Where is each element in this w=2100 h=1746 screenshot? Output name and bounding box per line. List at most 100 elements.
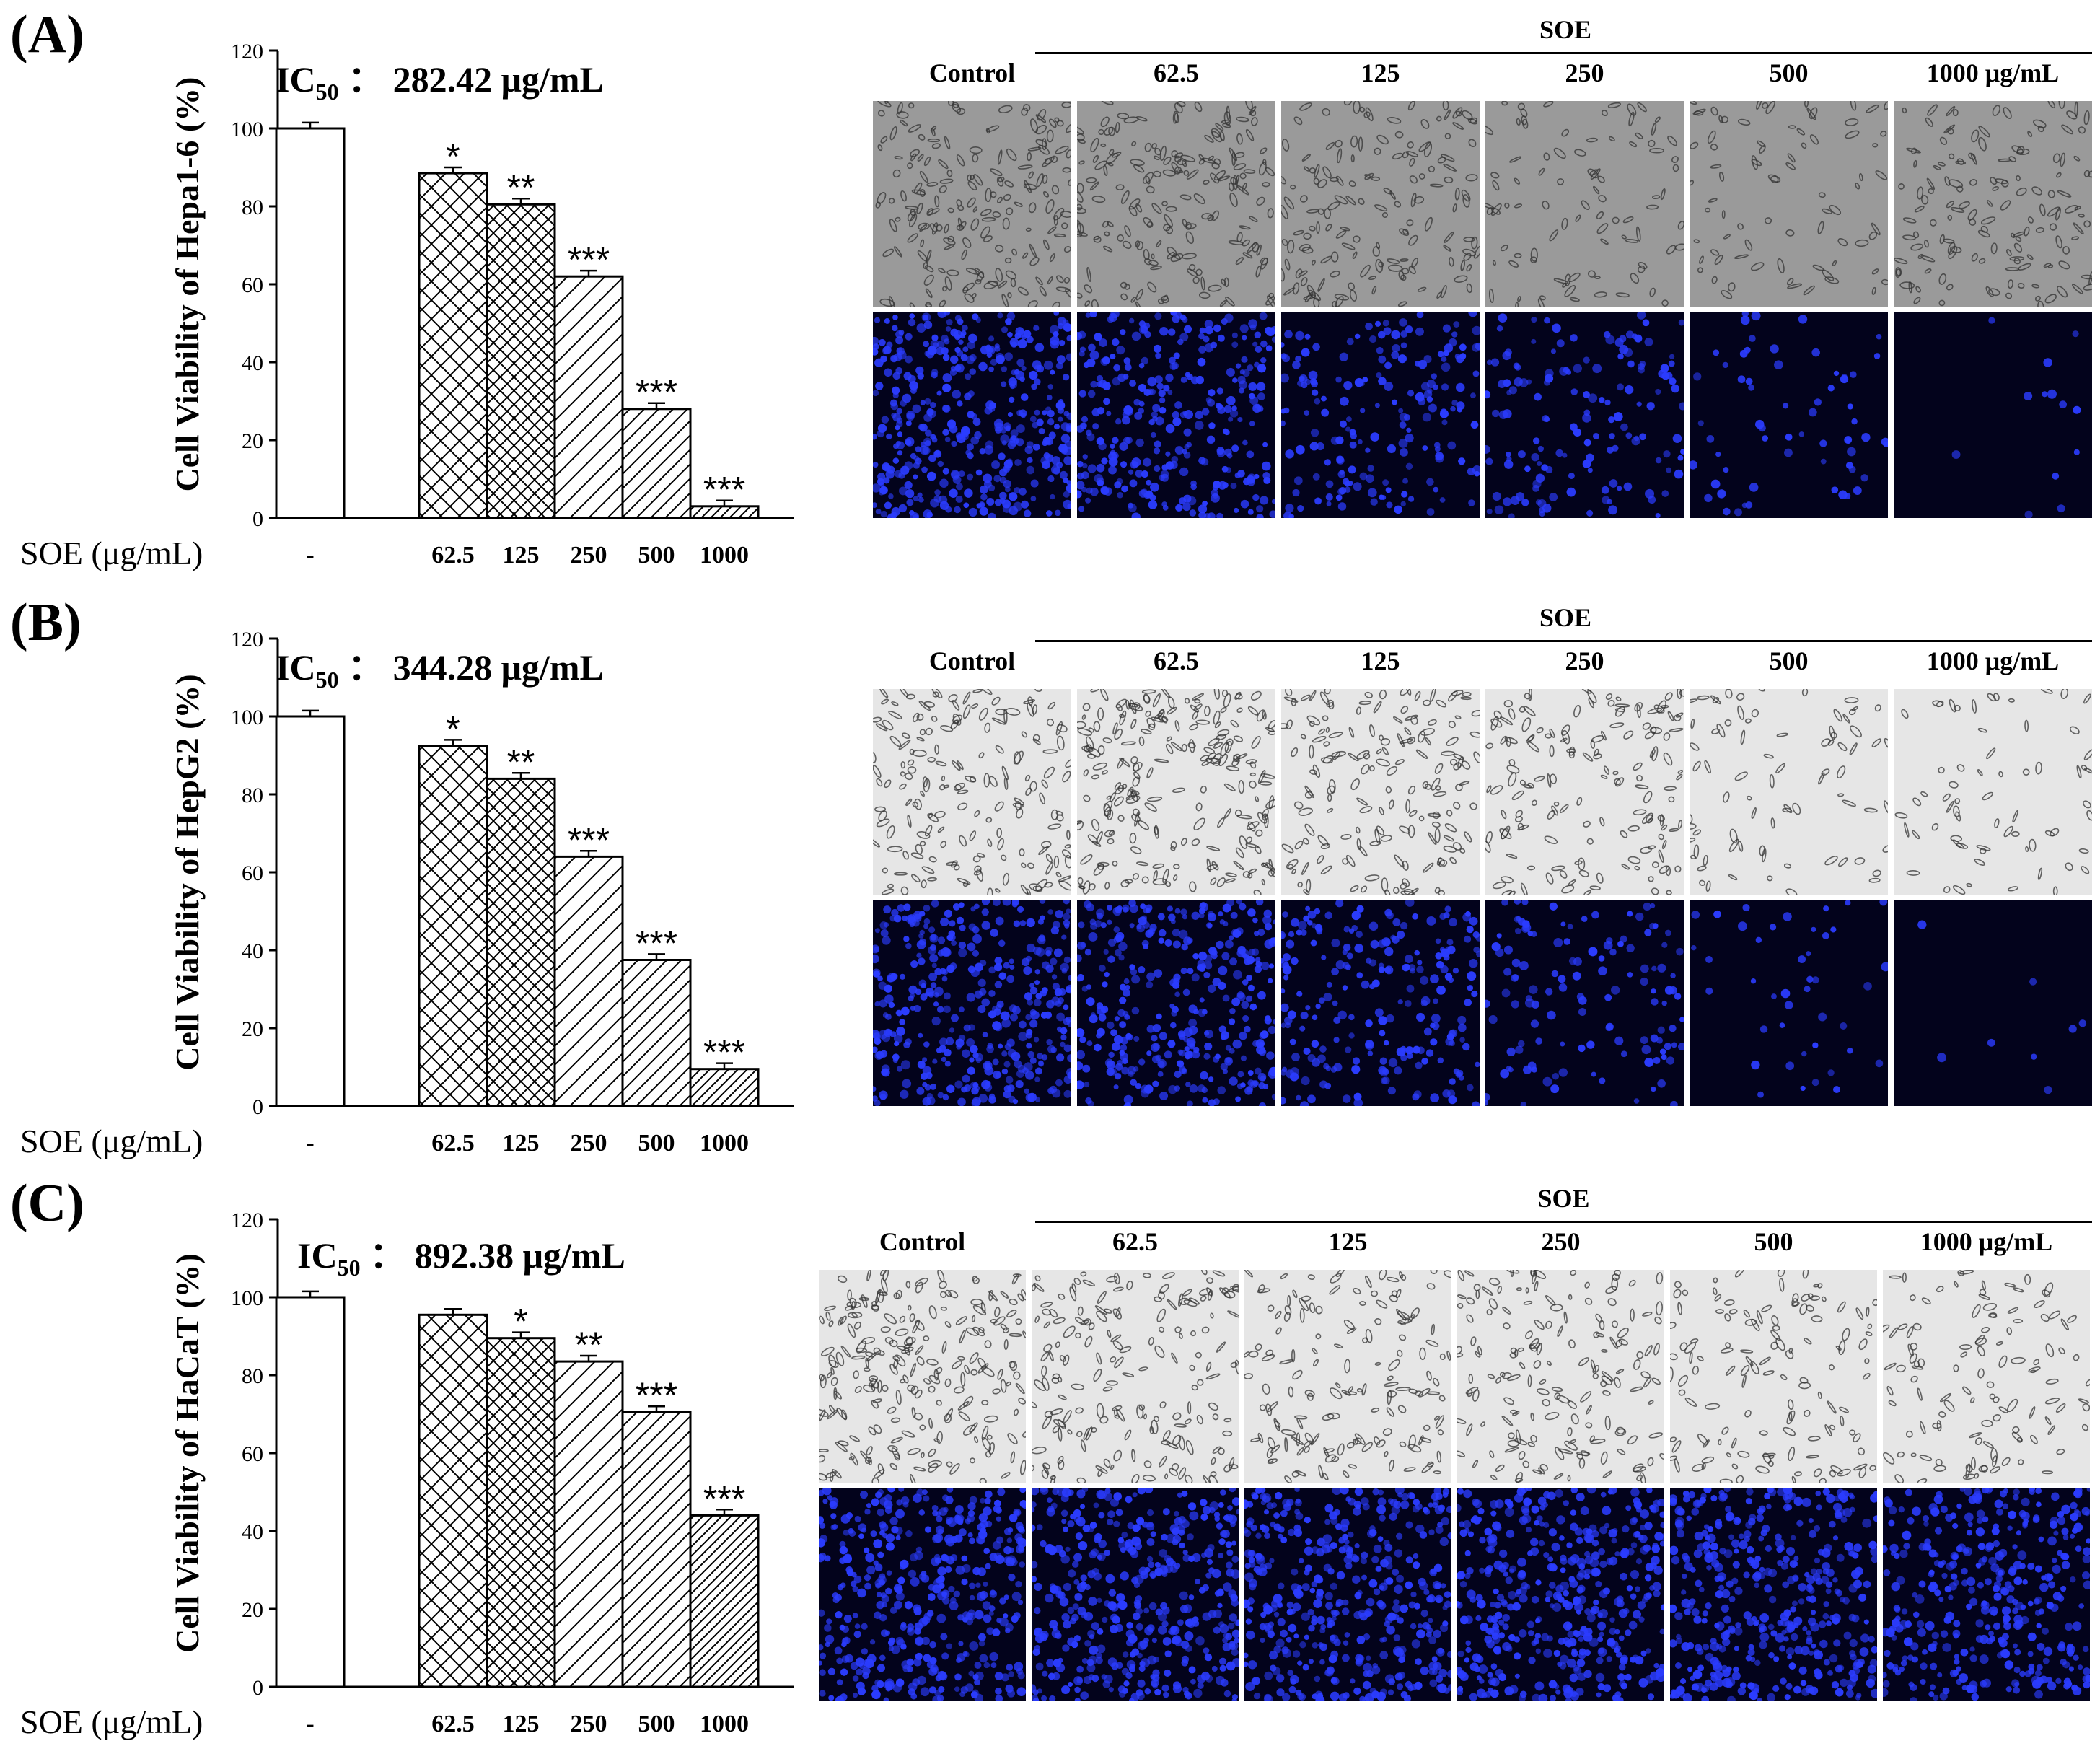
bar <box>419 173 487 518</box>
y-tick-label: 60 <box>242 273 263 297</box>
brightfield-image <box>1485 101 1684 307</box>
ic50-label: IC50 ： 892.38 μg/mL <box>297 1227 625 1281</box>
fluorescence-image <box>1077 900 1275 1106</box>
y-tick-label: 0 <box>252 1676 263 1700</box>
y-tick-label: 60 <box>242 861 263 885</box>
y-axis-label: Cell Viability of HaCaT (%) <box>169 1253 206 1653</box>
micrograph-column-label: Control <box>819 1227 1026 1257</box>
soe-group-line <box>1035 640 2092 642</box>
brightfield-image <box>1485 689 1684 895</box>
x-tick-label: - <box>306 542 314 569</box>
fluorescence-image <box>1883 1488 2090 1701</box>
brightfield-image <box>1894 689 2092 895</box>
brightfield-image <box>1244 1270 1451 1483</box>
fluorescence-image <box>873 312 1071 518</box>
fluorescence-image <box>1244 1488 1451 1701</box>
significance-mark: *** <box>703 1032 745 1073</box>
micrograph-column-label: 250 <box>1457 1227 1664 1257</box>
x-axis-label: SOE (μg/mL) <box>20 535 203 571</box>
x-tick-label: 125 <box>503 1711 540 1737</box>
y-tick-label: 60 <box>242 1442 263 1466</box>
brightfield-image <box>873 689 1071 895</box>
x-tick-label: 500 <box>638 1130 675 1157</box>
significance-mark: * <box>514 1302 527 1342</box>
x-tick-label: 125 <box>503 542 540 569</box>
bar <box>623 1412 690 1687</box>
bar <box>419 1315 487 1687</box>
fluorescence-image <box>1690 312 1888 518</box>
significance-mark: *** <box>636 372 677 413</box>
significance-mark: *** <box>703 470 745 510</box>
micrograph-column-label: Control <box>873 58 1071 88</box>
fluorescence-image <box>1077 312 1275 518</box>
fluorescence-image <box>1690 900 1888 1106</box>
brightfield-image <box>1077 101 1275 307</box>
brightfield-image <box>873 101 1071 307</box>
micrograph-column-label: 500 <box>1690 58 1888 88</box>
fluorescence-image <box>1894 312 2092 518</box>
x-axis-label: SOE (μg/mL) <box>20 1123 203 1159</box>
soe-group-line <box>1035 1221 2092 1223</box>
brightfield-image <box>1457 1270 1664 1483</box>
y-tick-label: 120 <box>231 1208 263 1232</box>
brightfield-image <box>819 1270 1026 1483</box>
bar <box>487 204 555 518</box>
significance-mark: * <box>446 709 460 749</box>
bar <box>555 276 623 518</box>
fluorescence-image <box>1670 1488 1877 1701</box>
y-tick-label: 80 <box>242 784 263 807</box>
x-tick-label: 1000 <box>700 1130 749 1157</box>
bar <box>276 128 344 518</box>
bar <box>690 1515 758 1687</box>
y-tick-label: 80 <box>242 1364 263 1388</box>
x-tick-label: 250 <box>571 1711 607 1737</box>
y-tick-label: 120 <box>231 628 263 652</box>
significance-mark: ** <box>575 1325 603 1365</box>
x-tick-label: 500 <box>638 1711 675 1737</box>
y-axis-label: Cell Viability of Hepa1-6 (%) <box>169 77 206 492</box>
x-tick-label: 62.5 <box>431 1711 475 1737</box>
x-tick-label: - <box>306 1711 314 1737</box>
x-tick-label: 250 <box>571 1130 607 1157</box>
significance-mark: *** <box>568 240 610 280</box>
micrograph-column-label: 125 <box>1244 1227 1451 1257</box>
micrograph-column-label: Control <box>873 646 1071 676</box>
ic50-label: IC50 ： 344.28 μg/mL <box>276 639 604 693</box>
brightfield-image <box>1077 689 1275 895</box>
x-tick-label: 250 <box>571 542 607 569</box>
bar <box>555 856 623 1106</box>
fluorescence-image <box>1032 1488 1239 1701</box>
y-tick-label: 40 <box>242 939 263 963</box>
soe-group-label: SOE <box>1035 1183 2092 1214</box>
soe-group-line <box>1035 52 2092 54</box>
significance-mark: ** <box>507 167 535 208</box>
x-tick-label: 125 <box>503 1130 540 1157</box>
y-tick-label: 80 <box>242 196 263 219</box>
ic50-label: IC50 ： 282.42 μg/mL <box>276 51 604 105</box>
micrograph-column-label: 1000 μg/mL <box>1894 646 2092 676</box>
micrograph-column-label: 250 <box>1485 58 1684 88</box>
bar <box>276 716 344 1106</box>
bar <box>690 1069 758 1106</box>
y-tick-label: 20 <box>242 429 263 453</box>
significance-mark: *** <box>703 1478 745 1519</box>
significance-mark: *** <box>568 820 610 860</box>
y-tick-label: 120 <box>231 40 263 63</box>
micrograph-column-label: 125 <box>1281 646 1480 676</box>
micrograph-column-label: 500 <box>1690 646 1888 676</box>
fluorescence-image <box>1281 900 1480 1106</box>
micrograph-column-label: 250 <box>1485 646 1684 676</box>
micrograph-column-label: 500 <box>1670 1227 1877 1257</box>
brightfield-image <box>1281 689 1480 895</box>
bar <box>276 1297 344 1687</box>
bar <box>623 409 690 518</box>
bar <box>623 960 690 1107</box>
soe-group-label: SOE <box>1039 602 2092 633</box>
y-tick-label: 0 <box>252 1095 263 1119</box>
